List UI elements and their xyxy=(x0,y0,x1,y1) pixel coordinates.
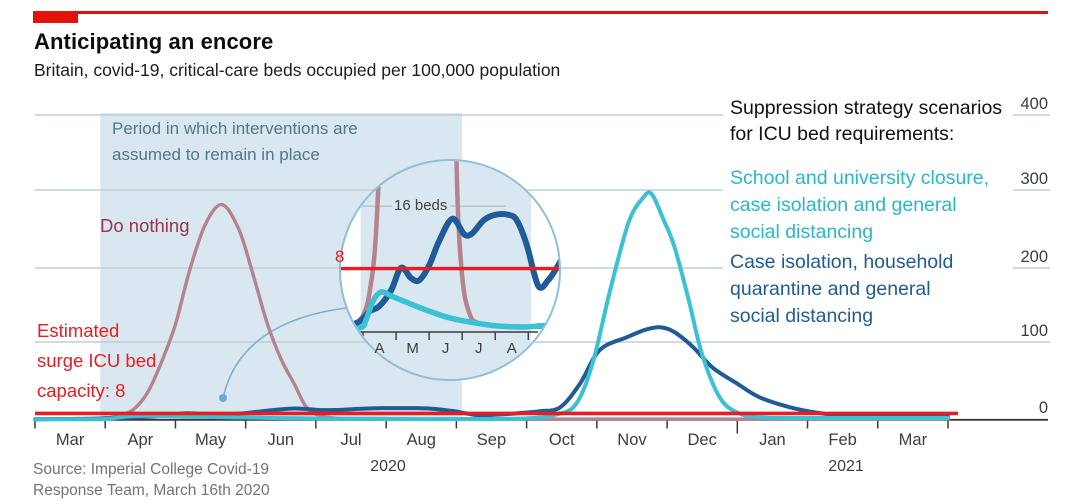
page-title: Anticipating an encore xyxy=(34,29,274,54)
capacity-line-label: Estimated xyxy=(37,320,120,341)
y-axis-tick-label: 400 xyxy=(1020,95,1048,113)
source-note: Response Team, March 16th 2020 xyxy=(33,482,270,499)
legend-entry-school-closure: case isolation and general xyxy=(730,194,957,216)
capacity-line-label: capacity: 8 xyxy=(37,380,126,401)
inset-month-label: M xyxy=(406,340,419,357)
inset-16beds-label: 16 beds xyxy=(394,197,448,214)
legend-entry-case-isolation: social distancing xyxy=(730,305,874,327)
inset-month-label: A xyxy=(374,340,385,357)
x-axis-month-label: May xyxy=(194,431,227,449)
inset-month-label: J xyxy=(441,340,450,357)
x-axis-month-label: Feb xyxy=(828,431,857,449)
legend-entry-case-isolation: Case isolation, household xyxy=(730,251,954,273)
chart-subtitle: Britain, covid-19, critical-care beds oc… xyxy=(34,60,561,80)
x-axis-month-label: Aug xyxy=(406,431,436,449)
x-axis-year-label: 2021 xyxy=(828,458,864,475)
top-rule xyxy=(33,11,1048,14)
legend-entry-school-closure: School and university closure, xyxy=(730,167,990,189)
legend-entry-school-closure: social distancing xyxy=(730,221,874,243)
x-axis-year-label: 2020 xyxy=(370,458,406,475)
x-axis-month-label: Mar xyxy=(55,431,85,449)
intervention-period-annotation: Period in which interventions are xyxy=(112,119,358,138)
legend-heading: Suppression strategy scenarios xyxy=(730,97,1003,119)
inset-month-label: A xyxy=(506,340,517,357)
x-axis-month-label: Jan xyxy=(759,431,786,449)
legend-heading: for ICU bed requirements: xyxy=(730,123,955,145)
x-axis-month-label: Sep xyxy=(476,431,507,449)
x-axis-month-label: Mar xyxy=(898,431,928,449)
y-axis-tick-label: 200 xyxy=(1020,248,1048,266)
source-note: Source: Imperial College Covid-19 xyxy=(33,461,270,478)
legend-entry-case-isolation: quarantine and general xyxy=(730,278,931,300)
brand-red-tab xyxy=(33,11,78,23)
y-axis-tick-label: 300 xyxy=(1020,170,1048,188)
intervention-period-annotation: assumed to remain in place xyxy=(112,145,320,164)
x-axis-month-label: Apr xyxy=(127,431,154,449)
do-nothing-series-label: Do nothing xyxy=(100,215,190,236)
x-axis-month-label: Dec xyxy=(687,431,717,449)
x-axis-month-label: Nov xyxy=(617,431,647,449)
x-axis-month-label: Jun xyxy=(267,431,295,449)
capacity-line-label: surge ICU bed xyxy=(37,350,157,371)
y-axis-tick-label: 100 xyxy=(1020,322,1048,340)
y-axis-tick-label: 0 xyxy=(1038,399,1048,417)
x-axis-month-label: Jul xyxy=(340,431,362,449)
inset-capacity-8-label: 8 xyxy=(335,247,345,266)
inset-month-label: J xyxy=(474,340,483,357)
x-axis-month-label: Oct xyxy=(548,431,575,449)
